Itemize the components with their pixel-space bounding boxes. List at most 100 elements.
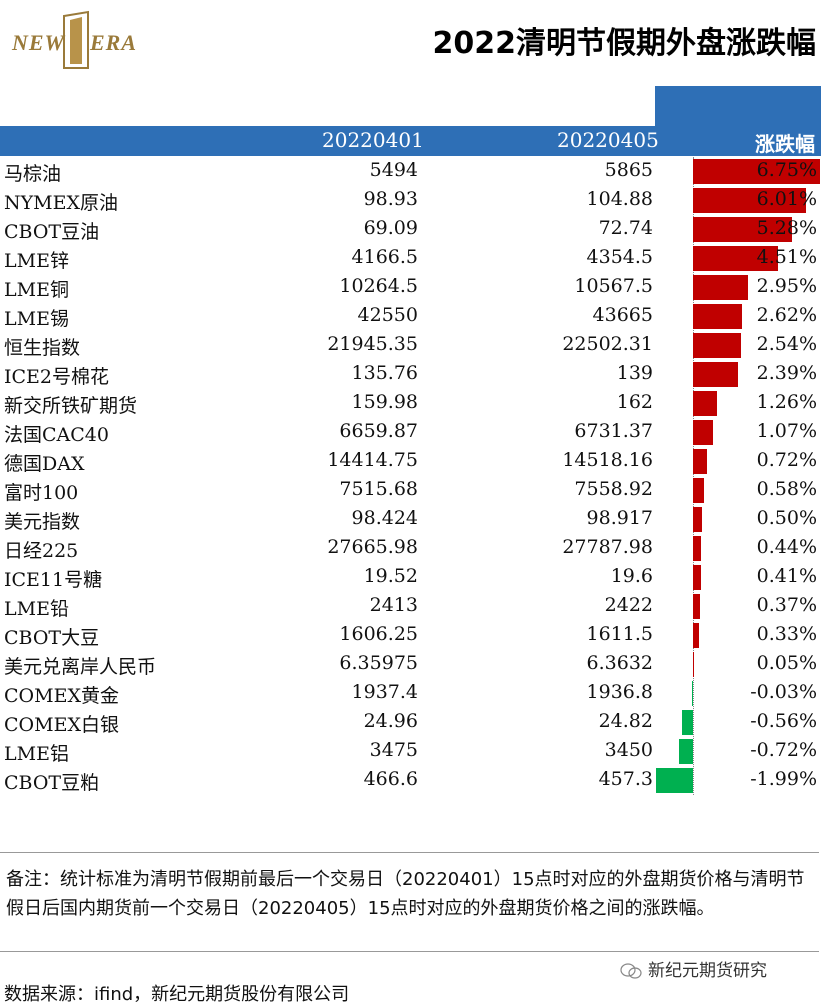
change-bar: [693, 623, 700, 648]
row-change: 0.05%: [756, 652, 817, 674]
row-name: LME铝: [4, 743, 69, 765]
row-value-b: 6.3632: [586, 652, 653, 674]
change-bar: [693, 275, 749, 300]
row-value-b: 72.74: [598, 217, 653, 239]
header-date-a: 20220401: [322, 128, 424, 152]
row-value-a: 42550: [357, 304, 418, 326]
row-value-b: 27787.98: [562, 536, 653, 558]
row-value-a: 2413: [369, 594, 418, 616]
table-row: 美元兑离岸人民币 6.35975 6.3632 0.05%: [0, 650, 821, 679]
row-change: 0.72%: [756, 449, 817, 471]
row-name: CBOT豆油: [4, 221, 100, 243]
change-bar: [693, 362, 738, 387]
row-value-a: 1606.25: [339, 623, 418, 645]
row-value-a: 4166.5: [351, 246, 418, 268]
row-name: COMEX白银: [4, 714, 119, 736]
row-name: LME铅: [4, 598, 69, 620]
row-change: -1.99%: [750, 768, 817, 790]
table-row: CBOT大豆 1606.25 1611.5 0.33%: [0, 621, 821, 650]
row-value-b: 2422: [604, 594, 653, 616]
row-change: 2.62%: [756, 304, 817, 326]
table-row: LME铜 10264.5 10567.5 2.95%: [0, 273, 821, 302]
row-name: LME锡: [4, 308, 69, 330]
table-row: LME铅 2413 2422 0.37%: [0, 592, 821, 621]
row-change: 2.39%: [756, 362, 817, 384]
row-name: 美元指数: [4, 511, 81, 533]
row-name: LME铜: [4, 279, 69, 301]
table-row: ICE2号棉花 135.76 139 2.39%: [0, 360, 821, 389]
table-row: 马棕油 5494 5865 6.75%: [0, 157, 821, 186]
row-value-a: 135.76: [351, 362, 418, 384]
row-value-a: 3475: [369, 739, 418, 761]
wechat-icon: [620, 963, 642, 979]
row-value-a: 98.424: [351, 507, 418, 529]
row-name: 德国DAX: [4, 453, 85, 475]
header-tab: [655, 86, 821, 126]
row-value-b: 457.3: [598, 768, 653, 790]
row-change: 2.54%: [756, 333, 817, 355]
note-text: 备注：统计标准为清明节假期前最后一个交易日（20220401）15点时对应的外盘…: [6, 869, 805, 919]
data-source: 数据来源：ifind，新纪元期货股份有限公司: [4, 984, 350, 1005]
change-bar: [693, 652, 694, 677]
table-row: LME锌 4166.5 4354.5 4.51%: [0, 244, 821, 273]
row-name: 恒生指数: [4, 337, 81, 359]
change-bar: [693, 565, 701, 590]
row-value-a: 21945.35: [327, 333, 418, 355]
row-value-a: 19.52: [363, 565, 418, 587]
row-value-a: 6659.87: [339, 420, 418, 442]
change-bar: [692, 681, 693, 706]
row-value-a: 7515.68: [339, 478, 418, 500]
row-value-b: 98.917: [586, 507, 653, 529]
row-change: 0.58%: [756, 478, 817, 500]
row-value-a: 10264.5: [339, 275, 418, 297]
row-name: LME锌: [4, 250, 69, 272]
table-row: 恒生指数 21945.35 22502.31 2.54%: [0, 331, 821, 360]
row-value-b: 1611.5: [586, 623, 653, 645]
change-bar: [693, 188, 806, 213]
table-row: 德国DAX 14414.75 14518.16 0.72%: [0, 447, 821, 476]
change-bar: [693, 478, 704, 503]
row-name: 日经225: [4, 540, 79, 562]
row-name: COMEX黄金: [4, 685, 119, 707]
wechat-watermark: 新纪元期货研究: [620, 956, 767, 981]
row-name: 新交所铁矿期货: [4, 395, 138, 417]
change-bar: [655, 768, 693, 793]
change-bar: [693, 420, 714, 445]
row-change: 5.28%: [756, 217, 817, 239]
row-change: 0.37%: [756, 594, 817, 616]
logo: NEW ERA: [12, 8, 142, 72]
change-bar: [693, 304, 743, 329]
row-change: 0.33%: [756, 623, 817, 645]
wechat-label: 新纪元期货研究: [648, 961, 767, 981]
change-bar: [693, 391, 717, 416]
table-row: NYMEX原油 98.93 104.88 6.01%: [0, 186, 821, 215]
change-bar: [682, 710, 693, 735]
change-bar: [693, 594, 700, 619]
table-row: 法国CAC40 6659.87 6731.37 1.07%: [0, 418, 821, 447]
table-row: LME铝 3475 3450 -0.72%: [0, 737, 821, 766]
row-value-a: 466.6: [363, 768, 418, 790]
table-row: CBOT豆油 69.09 72.74 5.28%: [0, 215, 821, 244]
row-value-b: 24.82: [598, 710, 653, 732]
logo-text-left: NEW: [12, 30, 66, 55]
header-date-b: 20220405: [557, 128, 659, 152]
row-name: 富时100: [4, 482, 79, 504]
row-value-a: 5494: [369, 159, 418, 181]
row-name: CBOT豆粕: [4, 772, 100, 794]
row-value-b: 1936.8: [586, 681, 653, 703]
change-bar: [693, 449, 707, 474]
row-value-b: 10567.5: [574, 275, 653, 297]
row-value-b: 19.6: [610, 565, 653, 587]
row-value-b: 3450: [604, 739, 653, 761]
row-name: ICE11号糖: [4, 569, 103, 591]
table-row: 日经225 27665.98 27787.98 0.44%: [0, 534, 821, 563]
table-row: COMEX黄金 1937.4 1936.8 -0.03%: [0, 679, 821, 708]
row-value-b: 43665: [592, 304, 653, 326]
row-change: 2.95%: [756, 275, 817, 297]
row-change: -0.03%: [750, 681, 817, 703]
row-value-a: 159.98: [351, 391, 418, 413]
row-change: -0.56%: [750, 710, 817, 732]
row-value-b: 14518.16: [562, 449, 653, 471]
change-bar: [693, 217, 793, 242]
page-title: 2022清明节假期外盘涨跌幅: [432, 26, 817, 61]
